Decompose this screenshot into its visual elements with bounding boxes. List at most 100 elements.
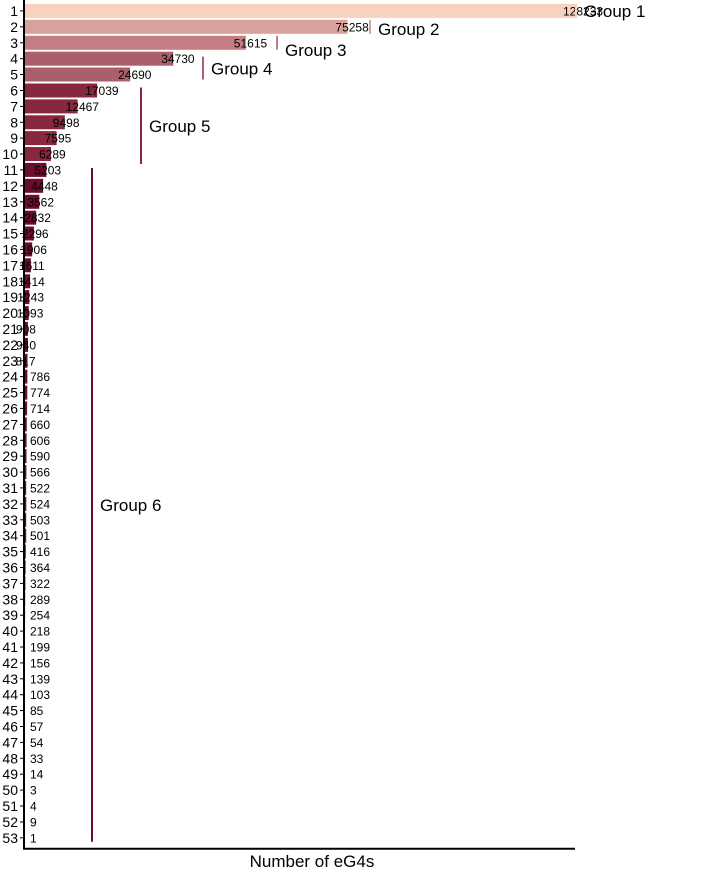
bar-15 <box>24 226 34 241</box>
y-tick-label: 24 <box>2 369 18 385</box>
y-tick-label: 6 <box>10 83 18 99</box>
y-tick-label: 38 <box>2 591 18 607</box>
y-tick-label: 15 <box>2 226 18 242</box>
data-label: 17039 <box>85 84 119 98</box>
bar-22 <box>24 337 28 352</box>
group-brackets: Group 1 Group 2 Group 3 Group 4 Group 5 Group… <box>91 2 645 842</box>
data-label: 9 <box>30 815 37 829</box>
data-label: 524 <box>30 497 50 511</box>
y-tick-label: 46 <box>2 719 18 735</box>
data-label: 9498 <box>53 116 80 130</box>
data-label: 5203 <box>34 163 61 177</box>
y-tick-label: 45 <box>2 703 18 719</box>
bar-25 <box>24 385 28 400</box>
y-tick-label: 9 <box>10 130 18 146</box>
group-label: Group 1 <box>584 2 645 21</box>
data-label: 2832 <box>24 211 51 225</box>
y-tick-label: 53 <box>2 830 18 846</box>
bar-21 <box>24 321 28 336</box>
data-label: 714 <box>30 402 50 416</box>
data-label: 34730 <box>161 52 195 66</box>
y-tick-label: 5 <box>10 67 18 83</box>
data-label: 128233 <box>563 4 603 18</box>
bar-20 <box>24 306 29 321</box>
data-label: 606 <box>30 434 50 448</box>
y-tick-label: 41 <box>2 639 18 655</box>
bar-7 <box>24 99 78 114</box>
data-label: 3 <box>30 784 37 798</box>
data-label: 54 <box>30 736 44 750</box>
data-label: 75258 <box>335 20 369 34</box>
y-tick-label: 26 <box>2 400 18 416</box>
y-tick-label: 11 <box>3 162 18 178</box>
data-label: 660 <box>30 418 50 432</box>
data-label: 817 <box>16 354 36 368</box>
y-tick-label: 19 <box>2 289 18 305</box>
data-label: 4448 <box>31 179 58 193</box>
data-label: 289 <box>30 593 50 607</box>
bar-9 <box>24 131 57 146</box>
y-tick-label: 35 <box>2 544 18 560</box>
y-tick-label: 31 <box>2 480 18 496</box>
y-tick-label: 29 <box>2 448 18 464</box>
bar-1 <box>24 3 575 18</box>
data-label: 85 <box>30 704 44 718</box>
y-tick-label: 2 <box>10 19 18 35</box>
y-tick-label: 52 <box>2 814 18 830</box>
y-tick-label: 21 <box>2 321 18 337</box>
y-tick-label: 30 <box>2 464 18 480</box>
bar-19 <box>24 290 30 305</box>
group-label: Group 3 <box>285 41 346 60</box>
y-tick-label: 44 <box>2 687 18 703</box>
y-tick-label: 50 <box>2 782 18 798</box>
bar-18 <box>24 274 31 289</box>
y-tick-label: 13 <box>2 194 18 210</box>
y-tick-label: 42 <box>2 655 18 671</box>
data-label: 4 <box>30 800 37 814</box>
data-label: 51615 <box>234 36 268 50</box>
y-tick-label: 17 <box>2 257 18 273</box>
data-label: 590 <box>30 450 50 464</box>
y-axis-ticks: 1234567891011121314151617181920212223242… <box>2 3 24 846</box>
y-tick-label: 4 <box>10 51 18 67</box>
bar-16 <box>24 242 33 257</box>
data-labels: 128233 75258 51615 34730 24690 17039 12467 9498… <box>16 4 604 845</box>
data-label: 14 <box>30 768 44 782</box>
y-tick-label: 1 <box>10 3 18 19</box>
bar-2 <box>24 19 348 34</box>
y-tick-label: 43 <box>2 671 18 687</box>
group-label: Group 5 <box>149 117 210 136</box>
data-label: 199 <box>30 641 50 655</box>
y-tick-label: 48 <box>2 750 18 766</box>
bar-28 <box>24 433 27 448</box>
data-label: 57 <box>30 720 44 734</box>
data-label: 1611 <box>19 259 45 273</box>
y-tick-label: 33 <box>2 512 18 528</box>
y-tick-label: 10 <box>2 146 18 162</box>
y-tick-label: 23 <box>2 353 18 369</box>
y-tick-label: 39 <box>2 607 18 623</box>
data-label: 139 <box>30 672 50 686</box>
data-label: 322 <box>30 577 50 591</box>
data-label: 12467 <box>66 100 100 114</box>
y-tick-label: 27 <box>2 416 18 432</box>
y-tick-label: 18 <box>2 273 18 289</box>
data-label: 940 <box>16 338 36 352</box>
bar-10 <box>24 147 51 161</box>
y-tick-label: 28 <box>2 432 18 448</box>
group-label: Group 2 <box>378 20 439 39</box>
bar-31 <box>24 480 27 495</box>
y-tick-label: 20 <box>2 305 18 321</box>
data-label: 503 <box>30 513 50 527</box>
bar-6 <box>24 83 98 98</box>
y-tick-label: 14 <box>2 210 18 226</box>
data-label: 522 <box>30 481 50 495</box>
data-label: 364 <box>30 561 50 575</box>
data-label: 566 <box>30 466 50 480</box>
y-tick-label: 16 <box>2 241 18 257</box>
y-tick-label: 7 <box>10 98 18 114</box>
bar-13 <box>24 194 40 209</box>
bar-5 <box>24 67 131 82</box>
y-tick-label: 22 <box>2 337 18 353</box>
